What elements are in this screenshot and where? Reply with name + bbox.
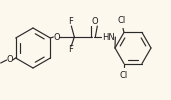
Text: F: F <box>68 18 73 26</box>
Text: O: O <box>91 16 98 26</box>
Text: HN: HN <box>102 32 115 42</box>
Text: Cl: Cl <box>120 71 128 80</box>
Text: O: O <box>53 32 60 42</box>
Text: Cl: Cl <box>118 16 126 25</box>
Text: F: F <box>68 46 73 54</box>
Text: O: O <box>6 56 13 64</box>
